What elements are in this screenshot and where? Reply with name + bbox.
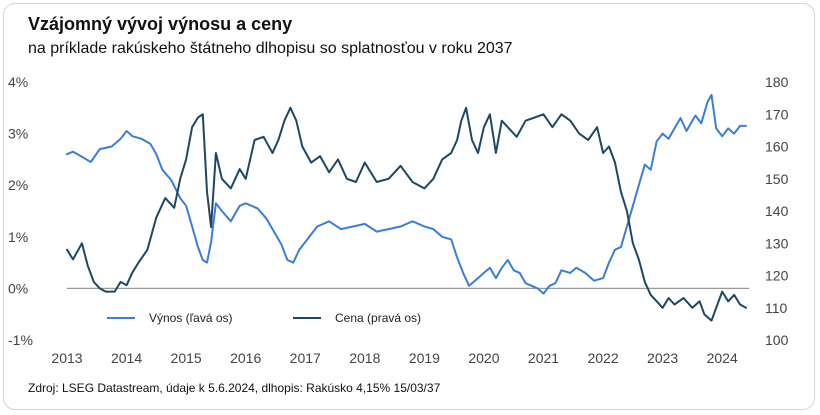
x-tick-label: 2013 [51, 350, 82, 366]
x-tick-label: 2021 [528, 350, 559, 366]
source-note: Zdroj: LSEG Datastream, údaje k 5.6.2024… [28, 381, 441, 395]
y-left-tick-label: 0% [8, 280, 28, 296]
x-tick-label: 2019 [409, 350, 440, 366]
x-tick-label: 2018 [349, 350, 380, 366]
yield-line [66, 93, 747, 295]
legend-yield-label: Výnos (ľavá os) [149, 311, 233, 325]
y-left-tick-label: 2% [8, 177, 28, 193]
y-left-tick-label: 1% [8, 229, 28, 245]
y-left-tick-label: -1% [8, 332, 33, 348]
chart-subtitle: na príklade rakúskeho štátneho dlhopisu … [28, 40, 513, 57]
legend-price-label: Cena (pravá os) [335, 311, 421, 325]
y-right-tick-label: 130 [765, 235, 789, 251]
y-right-tick-label: 160 [765, 139, 789, 155]
y-right-tick-label: 140 [765, 203, 789, 219]
x-tick-label: 2022 [587, 350, 618, 366]
y-right-tick-label: 150 [765, 171, 789, 187]
x-tick-label: 2017 [290, 350, 321, 366]
price-line [66, 106, 747, 322]
x-tick-label: 2016 [230, 350, 261, 366]
y-left-tick-label: 3% [8, 126, 28, 142]
chart-title: Vzájomný vývoj výnosu a ceny [28, 14, 293, 34]
x-tick-label: 2024 [707, 350, 738, 366]
x-tick-label: 2023 [647, 350, 678, 366]
y-right-tick-label: 120 [765, 268, 789, 284]
y-left-tick-label: 4% [8, 74, 28, 90]
y-right-tick-label: 170 [765, 106, 789, 122]
chart-card [3, 3, 815, 410]
x-tick-label: 2015 [171, 350, 202, 366]
x-tick-label: 2020 [468, 350, 499, 366]
y-right-tick-label: 180 [765, 74, 789, 90]
y-right-tick-label: 110 [765, 300, 788, 316]
x-tick-label: 2014 [111, 350, 142, 366]
y-right-tick-label: 100 [765, 332, 789, 348]
